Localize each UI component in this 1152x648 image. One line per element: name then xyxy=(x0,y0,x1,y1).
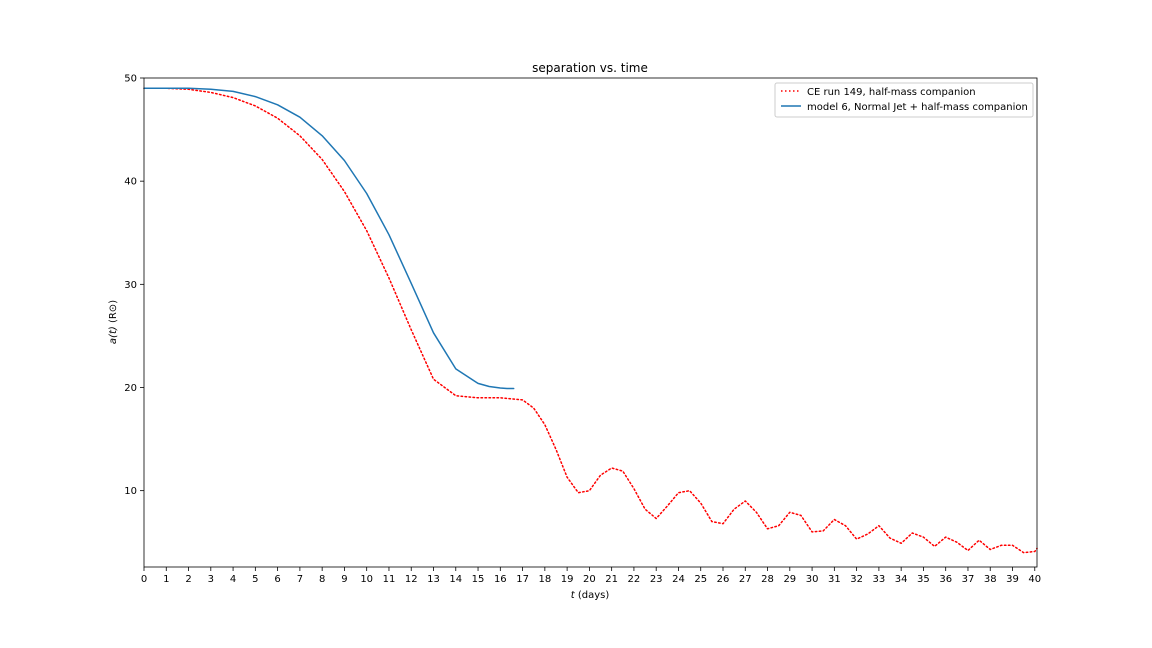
x-axis-unit: (days) xyxy=(575,590,610,601)
x-axis-var: t xyxy=(571,590,576,601)
y-tick-label: 10 xyxy=(124,486,137,497)
legend-label-0: CE run 149, half-mass companion xyxy=(807,87,976,98)
y-tick-label: 50 xyxy=(124,74,137,85)
chart-title: separation vs. time xyxy=(532,61,648,75)
x-tick-label: 26 xyxy=(717,574,730,585)
x-tick-label: 11 xyxy=(383,574,396,585)
x-tick-label: 2 xyxy=(185,574,191,585)
y-axis-unit: (R⊙) xyxy=(108,300,119,326)
x-tick-label: 6 xyxy=(274,574,280,585)
x-tick-label: 17 xyxy=(516,574,529,585)
x-tick-label: 24 xyxy=(672,574,685,585)
series-layer xyxy=(143,87,1038,554)
x-tick-label: 19 xyxy=(561,574,574,585)
x-tick-label: 40 xyxy=(1028,574,1041,585)
x-tick-label: 34 xyxy=(895,574,908,585)
x-tick-label: 10 xyxy=(360,574,373,585)
x-tick-label: 14 xyxy=(449,574,462,585)
x-tick-label: 23 xyxy=(650,574,663,585)
plot-frame xyxy=(143,77,1038,568)
x-tick-label: 31 xyxy=(828,574,841,585)
x-tick-label: 0 xyxy=(141,574,147,585)
x-tick-label: 32 xyxy=(850,574,863,585)
y-axis: 10 20 30 40 50 xyxy=(124,74,144,497)
legend: CE run 149, half-mass companion model 6,… xyxy=(774,82,1034,118)
x-tick-label: 21 xyxy=(605,574,618,585)
legend-label-1: model 6, Normal Jet + half-mass companio… xyxy=(807,102,1028,113)
x-tick-label: 8 xyxy=(319,574,325,585)
series-line-0 xyxy=(143,87,1038,554)
x-axis-title: t (days) xyxy=(571,590,610,601)
x-tick-label: 36 xyxy=(939,574,952,585)
plot-area xyxy=(143,77,1038,568)
x-tick-label: 18 xyxy=(538,574,551,585)
x-tick-label: 5 xyxy=(252,574,258,585)
x-tick-label: 30 xyxy=(806,574,819,585)
x-tick-label: 33 xyxy=(873,574,886,585)
x-tick-label: 15 xyxy=(472,574,485,585)
x-tick-label: 13 xyxy=(427,574,440,585)
y-axis-title: a(t) (R⊙) xyxy=(108,300,119,344)
x-tick-label: 28 xyxy=(761,574,774,585)
y-tick-label: 40 xyxy=(124,177,137,188)
legend-box xyxy=(774,82,1034,118)
x-tick-label: 35 xyxy=(917,574,930,585)
x-tick-label: 25 xyxy=(694,574,707,585)
y-axis-var: a(t) xyxy=(108,326,119,344)
x-tick-label: 38 xyxy=(984,574,997,585)
x-tick-label: 9 xyxy=(341,574,347,585)
x-tick-label: 16 xyxy=(494,574,507,585)
y-tick-label: 20 xyxy=(124,383,137,394)
x-tick-label: 39 xyxy=(1006,574,1019,585)
x-tick-label: 29 xyxy=(783,574,796,585)
x-tick-label: 1 xyxy=(163,574,169,585)
x-tick-label: 22 xyxy=(628,574,641,585)
x-axis: 0 1 2 3 4 5 6 7 8 9 10 11 12 13 14 15 16 17 18 19 20 21 22 23 24… xyxy=(141,567,1041,585)
series-line-1 xyxy=(143,87,515,390)
x-tick-label: 27 xyxy=(739,574,752,585)
y-tick-label: 30 xyxy=(124,280,137,291)
x-tick-label: 4 xyxy=(230,574,236,585)
x-tick-label: 12 xyxy=(405,574,418,585)
x-tick-label: 37 xyxy=(962,574,975,585)
x-tick-label: 7 xyxy=(297,574,303,585)
x-tick-label: 3 xyxy=(208,574,214,585)
x-tick-label: 20 xyxy=(583,574,596,585)
